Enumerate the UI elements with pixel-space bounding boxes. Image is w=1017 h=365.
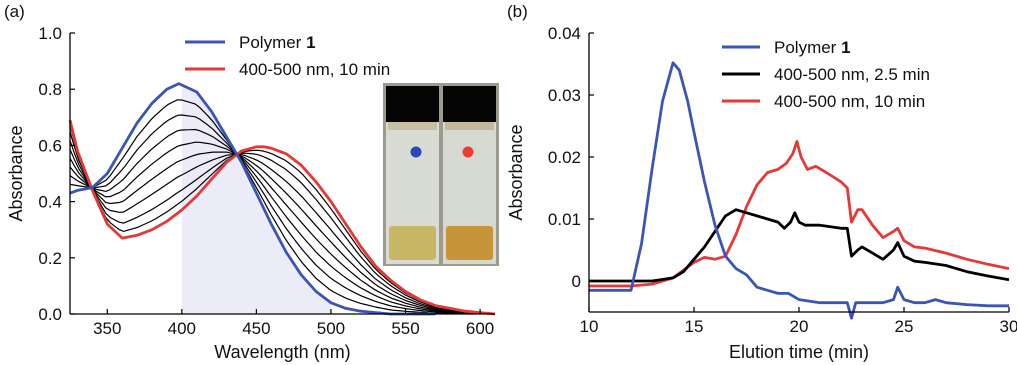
panel-a-axes: 350 400 450 500 550 600 0.0 0.2 0.4 0.6 0.8 1.0 Wave… — [6, 24, 495, 362]
panel-a: (a) 350 400 450 500 550 600 0.0 0.2 0.4 0.6 0.8 1.0… — [4, 2, 499, 362]
panel-b: (b) 10 15 20 25 30 0 0.01 0.02 0.03 0.04 Elution t… — [506, 2, 1017, 362]
panel-b-axes: 10 15 20 25 30 0 0.01 0.02 0.03 0.04 Elution time … — [506, 24, 1017, 362]
panel-a-x-tick-label: 500 — [317, 319, 345, 338]
panel-b-legend: Polymer 1 400-500 nm, 2.5 min 400-500 nm, … — [722, 38, 930, 111]
panel-a-x-tick-label: 400 — [168, 319, 196, 338]
panel-a-x-tick-label: 600 — [466, 319, 494, 338]
panel-a-y-tick-label: 0.2 — [38, 249, 62, 268]
intermediate-spectrum-line — [69, 149, 496, 315]
panel-a-y-tick-label: 0.8 — [38, 80, 62, 99]
vial-photo-inset — [383, 83, 499, 266]
intermediate-spectrum-line — [69, 99, 496, 315]
panel-a-legend: Polymer 1 400-500 nm, 10 min — [185, 33, 390, 79]
panel-a-y-tick-label: 0.0 — [38, 305, 62, 324]
panel-b-legend-entry: 400-500 nm, 10 min — [774, 92, 925, 111]
panel-b-series — [589, 61, 1010, 320]
panel-b-y-tick-label: 0.04 — [548, 24, 581, 43]
intermediate-spectrum-line — [69, 131, 496, 315]
panel-b-y-tick-label: 0 — [572, 272, 581, 291]
panel-b-y-tick-label: 0.01 — [548, 210, 581, 229]
shaded-area — [181, 85, 331, 314]
panel-b-x-tick-label: 20 — [790, 317, 809, 336]
intermediate-spectrum-line — [69, 141, 496, 315]
panel-b-y-tick-label: 0.02 — [548, 148, 581, 167]
shaded-excitation-region — [181, 85, 331, 314]
panel-a-label: (a) — [4, 2, 25, 21]
panel-b-legend-entry: 400-500 nm, 2.5 min — [774, 65, 930, 84]
panel-a-y-axis-label: Absorbance — [6, 125, 26, 221]
panel-b-x-tick-label: 10 — [580, 317, 599, 336]
panel-b-x-tick-label: 15 — [685, 317, 704, 336]
panel-b-y-tick-label: 0.03 — [548, 86, 581, 105]
panel-b-legend-entry: Polymer 1 — [774, 38, 851, 57]
panel-b-y-axis-label: Absorbance — [506, 124, 526, 220]
series-line — [589, 208, 1010, 283]
panel-a-x-axis-label: Wavelength (nm) — [214, 342, 350, 362]
panel-b-label: (b) — [507, 2, 528, 21]
panel-a-y-tick-label: 0.4 — [38, 193, 62, 212]
panel-a-y-tick-label: 0.6 — [38, 136, 62, 155]
panel-a-legend-entry: Polymer 1 — [239, 33, 316, 52]
red-dot — [462, 146, 474, 158]
series-line — [68, 119, 496, 316]
panel-a-x-tick-label: 450 — [242, 319, 270, 338]
blue-dot — [410, 146, 422, 158]
intermediate-spectrum-line — [69, 140, 496, 315]
intermediate-spectrum-line — [69, 114, 496, 315]
intermediate-spectrum-line — [69, 128, 496, 315]
panel-a-series — [68, 82, 496, 316]
series-line — [589, 140, 1010, 288]
panel-b-x-axis-label: Elution time (min) — [729, 342, 869, 362]
series-line — [589, 61, 1009, 320]
intermediate-spectra — [69, 99, 496, 315]
panel-a-legend-entry: 400-500 nm, 10 min — [239, 60, 390, 79]
panel-b-x-tick-label: 25 — [895, 317, 914, 336]
panel-a-x-tick-label: 350 — [93, 319, 121, 338]
panel-a-x-tick-label: 550 — [391, 319, 419, 338]
panel-b-x-tick-label: 30 — [1000, 317, 1017, 336]
panel-a-y-tick-label: 1.0 — [38, 24, 62, 43]
series-line — [69, 82, 436, 316]
